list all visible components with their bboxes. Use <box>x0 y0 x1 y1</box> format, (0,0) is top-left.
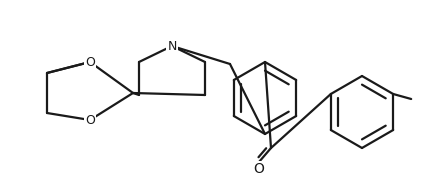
Text: N: N <box>168 40 177 52</box>
Text: O: O <box>85 113 95 127</box>
Text: O: O <box>85 55 95 69</box>
Text: O: O <box>253 162 264 176</box>
